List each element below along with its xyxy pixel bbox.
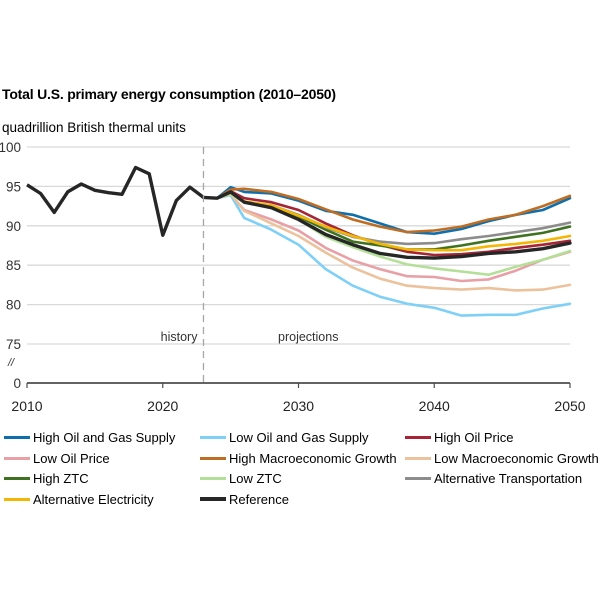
legend-label: Alternative Transportation: [434, 471, 583, 486]
y-axis-label: quadrillion British thermal units: [2, 120, 186, 135]
legend-item: Alternative Electricity: [4, 492, 154, 507]
legend-label: Low Oil Price: [33, 450, 110, 466]
x-tick-label: 2030: [283, 398, 314, 414]
y-tick-label: 75: [6, 337, 21, 352]
series-lines: [26, 165, 572, 317]
legend-swatch: [200, 436, 226, 439]
history-label: history: [161, 330, 199, 344]
legend-label: Low ZTC: [229, 471, 282, 486]
legend-item: Low Macroeconomic Growth: [405, 451, 599, 466]
y-tick-label: 80: [6, 298, 21, 313]
legend-label: High Macroeconomic Growth: [229, 450, 397, 466]
series-line-high-macroeconomic-growth: [202, 187, 572, 234]
legend-swatch: [4, 436, 30, 439]
y-tick-label: 85: [6, 258, 21, 273]
legend-label: Low Oil and Gas Supply: [229, 430, 369, 445]
legend-swatch: [405, 477, 431, 480]
gridlines: [27, 146, 570, 384]
legend-swatch: [200, 477, 226, 480]
y-tick-label: 0: [13, 376, 21, 391]
legend-swatch: [200, 497, 226, 501]
legend-swatch: [4, 497, 30, 501]
legend-swatch: [405, 436, 431, 439]
legend-swatch: [405, 456, 431, 460]
legend-swatch: [4, 477, 30, 480]
series-line-low-oil-and-gas-supply: [202, 193, 572, 317]
legend-label: Reference: [229, 491, 289, 507]
x-tick-label: 2020: [147, 398, 178, 414]
legend-item: High ZTC: [4, 471, 89, 486]
chart-title: Total U.S. primary energy consumption (2…: [2, 86, 336, 102]
legend-item: Low ZTC: [200, 471, 282, 486]
y-tick-label: 95: [6, 179, 21, 194]
axis-break-marker: //: [7, 357, 15, 369]
legend-swatch: [200, 456, 226, 460]
legend-item: Low Oil and Gas Supply: [200, 430, 368, 445]
legend-label: High ZTC: [33, 471, 89, 486]
x-tick-labels: 2010 2020 2030 2040 2050: [11, 383, 586, 414]
x-tick-label: 2050: [554, 398, 585, 414]
legend-item: Alternative Transportation: [405, 471, 582, 486]
series-line-low-macroeconomic-growth: [202, 192, 572, 292]
legend-label: Low Macroeconomic Growth: [434, 450, 599, 466]
x-tick-label: 2010: [11, 398, 42, 414]
series-line-reference: [201, 190, 572, 260]
projections-label: projections: [278, 330, 338, 344]
legend-item: Low Oil Price: [4, 451, 110, 466]
y-tick-label: 100: [0, 140, 21, 155]
y-tick-label: 90: [6, 219, 21, 234]
line-chart: 100 95 90 85 80 75 0 2010 2020 2030 2040 2050 hist…: [0, 140, 586, 414]
legend-swatch: [4, 456, 30, 460]
legend-item: Reference: [200, 492, 289, 507]
legend-item: High Oil Price: [405, 430, 513, 445]
legend-item: High Oil and Gas Supply: [4, 430, 175, 445]
legend-item: High Macroeconomic Growth: [200, 451, 397, 466]
x-tick-label: 2040: [419, 398, 450, 414]
legend-label: High Oil Price: [434, 430, 514, 445]
series-line-history: [26, 165, 205, 238]
legend-label: Alternative Electricity: [33, 491, 154, 507]
legend-label: High Oil and Gas Supply: [33, 430, 176, 445]
y-tick-labels: 100 95 90 85 80 75 0: [0, 140, 21, 391]
